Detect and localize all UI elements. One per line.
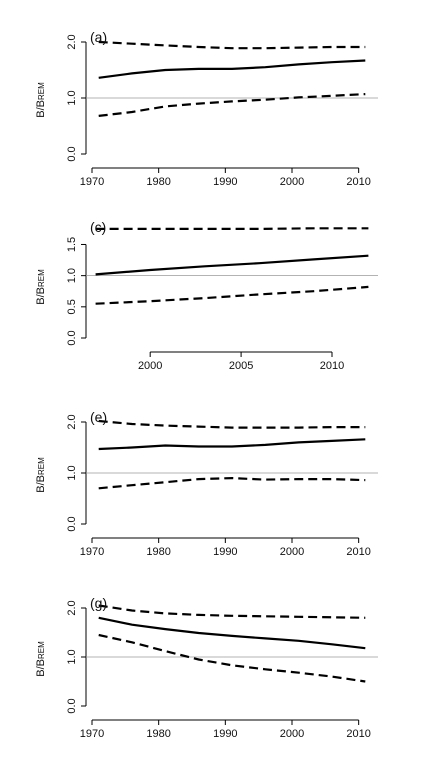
x-tick-label: 2000 xyxy=(280,546,304,558)
x-tick-label: 2000 xyxy=(280,728,304,740)
x-tick-label: 2000 xyxy=(138,360,162,372)
x-tick-label: 2010 xyxy=(320,360,344,372)
panel-label: (e) xyxy=(90,409,107,425)
y-tick-label: 0.0 xyxy=(66,146,78,161)
y-axis-label: B/BREM xyxy=(35,641,47,677)
x-tick-label: 1980 xyxy=(146,176,170,188)
panel-label: (g) xyxy=(90,595,107,611)
y-tick-label: 1.0 xyxy=(66,90,78,105)
panel-a: 0.0 1.0 2.0 B/BREM 1970 1980 1990 2000 2010 (a) xyxy=(35,29,378,188)
y-tick-label: 0.0 xyxy=(66,330,78,345)
panel-g: 0.0 1.0 2.0 B/BREM 1970 1980 1990 2000 2010 (g) xyxy=(35,595,378,740)
series-line-lower xyxy=(98,633,366,683)
y-tick-label: 0.0 xyxy=(66,516,78,531)
x-tick-label: 1990 xyxy=(213,728,237,740)
y-tick-label: 1.0 xyxy=(66,465,78,480)
y-axis-label: B/BREM xyxy=(35,457,47,493)
x-tick-label: 2010 xyxy=(346,546,370,558)
y-tick-label: 2.0 xyxy=(66,414,78,429)
series-line-median xyxy=(98,438,366,451)
y-tick-label: 0.0 xyxy=(66,698,78,713)
series-line-lower xyxy=(95,285,369,305)
y-axis-label: B/BREM xyxy=(35,82,47,118)
x-tick-label: 1980 xyxy=(146,546,170,558)
series-line-median xyxy=(95,254,369,276)
panel-label: (a) xyxy=(90,29,107,45)
series-line-median xyxy=(98,616,366,650)
series-line-lower xyxy=(98,477,366,490)
y-tick-label: 2.0 xyxy=(66,600,78,615)
x-tick-label: 1990 xyxy=(213,176,237,188)
x-tick-label: 2005 xyxy=(229,360,253,372)
series-line-upper xyxy=(98,40,366,50)
series-line-upper xyxy=(95,227,369,230)
x-tick-label: 2010 xyxy=(346,176,370,188)
y-axis-label: B/BREM xyxy=(35,269,47,305)
y-tick-label: 1.0 xyxy=(66,649,78,664)
x-tick-label: 1970 xyxy=(80,728,104,740)
x-tick-label: 1980 xyxy=(146,728,170,740)
series-line-upper xyxy=(98,604,366,619)
series-line-upper xyxy=(98,419,366,429)
y-tick-label: 0.5 xyxy=(66,299,78,314)
x-tick-label: 1970 xyxy=(80,546,104,558)
x-tick-label: 1970 xyxy=(80,176,104,188)
series-line-median xyxy=(98,59,366,79)
y-tick-label: 2.0 xyxy=(66,34,78,49)
series-line-lower xyxy=(98,93,366,117)
panel-c: 0.0 0.5 1.0 1.5 B/BREM 2000 2005 2010 (c) xyxy=(35,219,378,372)
x-tick-label: 2000 xyxy=(280,176,304,188)
panel-label: (c) xyxy=(90,219,106,235)
panel-e: 0.0 1.0 2.0 B/BREM 1970 1980 1990 2000 2010 (e) xyxy=(35,409,378,558)
y-tick-label: 1.0 xyxy=(66,268,78,283)
x-tick-label: 1990 xyxy=(213,546,237,558)
y-tick-label: 1.5 xyxy=(66,237,78,252)
x-tick-label: 2010 xyxy=(346,728,370,740)
